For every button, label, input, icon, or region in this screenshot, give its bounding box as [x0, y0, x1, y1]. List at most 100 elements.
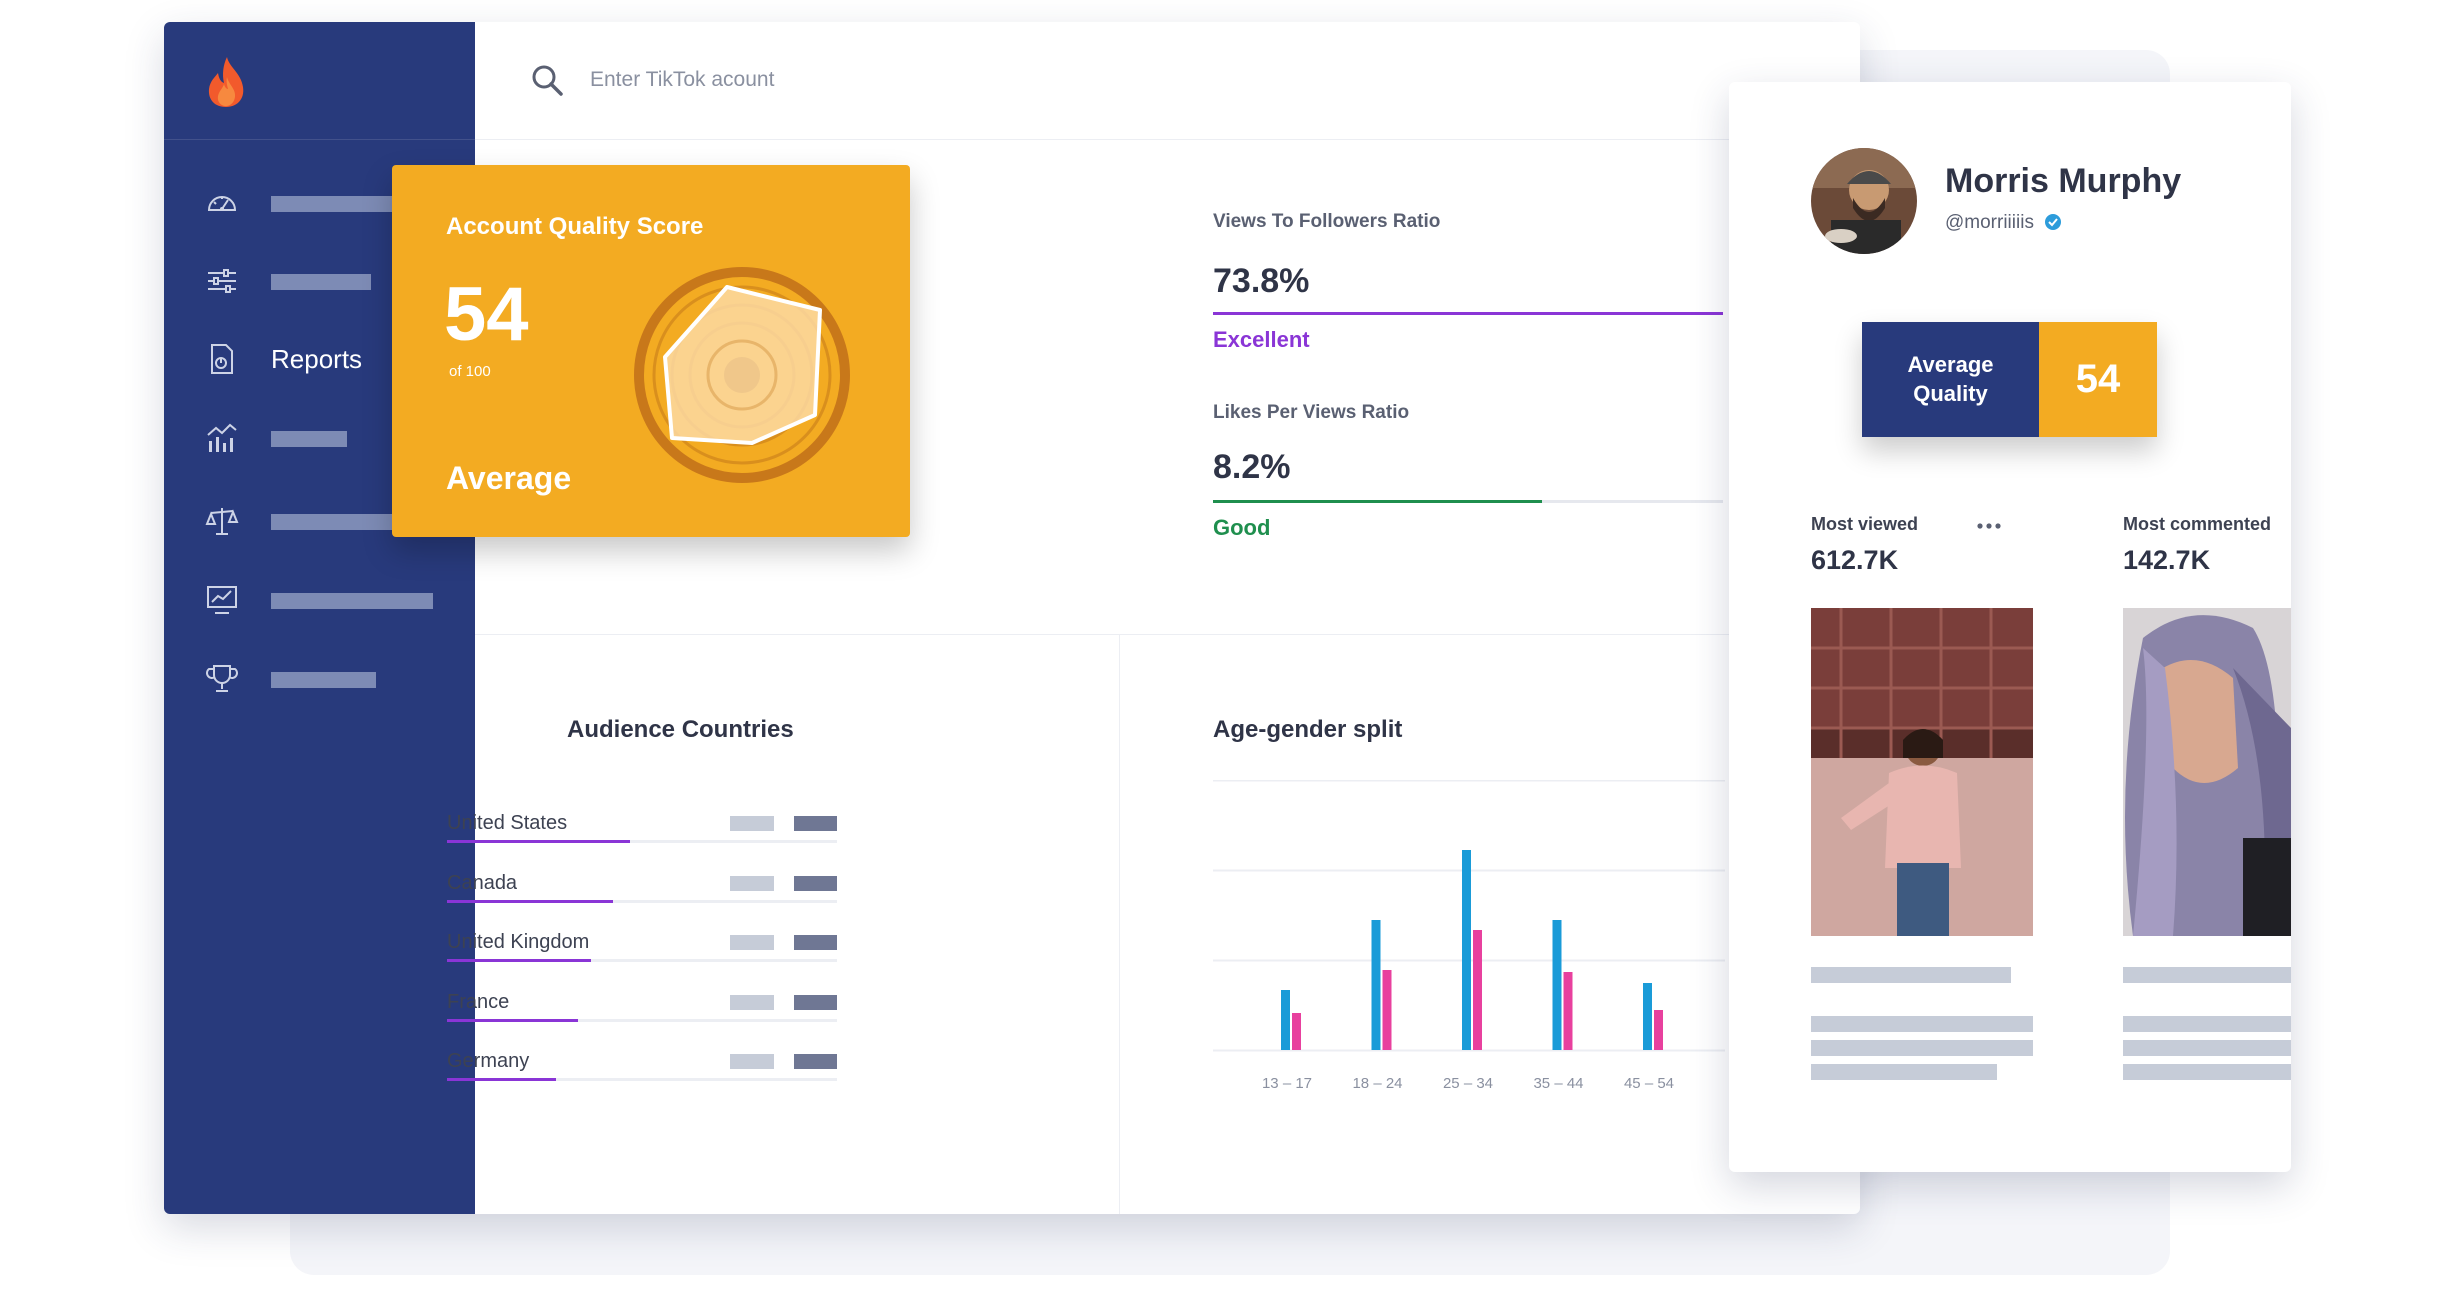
placeholder-bar — [794, 1054, 837, 1069]
bar-series-b — [1563, 972, 1573, 1050]
more-horizontal-icon[interactable] — [1976, 522, 2002, 530]
sidebar-item-analytics[interactable] — [164, 407, 475, 467]
country-fill — [447, 899, 613, 903]
sidebar-item-placeholder — [271, 274, 371, 290]
placeholder-bar — [1811, 1064, 1997, 1080]
account-quality-score-card: Account Quality Score 54 of 100 Average — [392, 165, 910, 537]
x-tick-label: 35 – 44 — [1533, 1075, 1583, 1092]
sidebar-item-reports[interactable]: Reports — [164, 328, 475, 388]
most-viewed-thumbnail[interactable] — [1811, 608, 2033, 936]
section-divider — [1119, 634, 1120, 1214]
bar-series-b — [1292, 1013, 1301, 1050]
placeholder-bar — [2123, 967, 2291, 983]
sidebar-item-placeholder — [271, 431, 347, 447]
metric-rating: Excellent — [1213, 327, 1310, 352]
country-row: United Kingdom — [447, 931, 837, 981]
country-track — [447, 899, 837, 903]
x-tick-label: 45 – 54 — [1624, 1075, 1674, 1092]
metric-value: 73.8% — [1213, 262, 1310, 300]
x-tick-label: 13 – 17 — [1262, 1075, 1312, 1092]
placeholder-bar — [2123, 1040, 2291, 1056]
search-input[interactable]: Enter TikTok acount — [590, 68, 775, 91]
score-title: Account Quality Score — [446, 213, 704, 240]
dashboard-icon — [207, 196, 237, 211]
bar-series-b — [1473, 930, 1482, 1050]
placeholder-bar — [794, 994, 837, 1010]
most-commented-value: 142.7K — [2123, 545, 2211, 575]
score-value: 54 — [444, 272, 529, 357]
country-fill — [447, 1018, 578, 1022]
sidebar-item-filters[interactable] — [164, 250, 475, 310]
sidebar-item-dashboard[interactable] — [164, 172, 475, 232]
country-row: France — [447, 991, 837, 1041]
quality-label-line: Average — [1907, 352, 1994, 377]
bar-series-b — [1382, 970, 1392, 1050]
metric-rating: Good — [1213, 515, 1271, 540]
x-tick-label: 18 – 24 — [1352, 1075, 1402, 1092]
sidebar-item-placeholder — [271, 196, 418, 212]
metric-label: Likes Per Views Ratio — [1213, 402, 1410, 423]
sidebar-item-label: Reports — [271, 344, 363, 374]
country-fill — [447, 840, 631, 843]
placeholder-bar — [1811, 1016, 2033, 1032]
quality-label: Average Quality — [1862, 322, 2039, 437]
average-quality-badge: Average Quality 54 — [1862, 322, 2157, 437]
most-viewed-label: Most viewed — [1811, 514, 1919, 534]
bar-series-a — [1552, 920, 1562, 1050]
profile-name: Morris Murphy — [1945, 162, 2182, 200]
most-commented-thumbnail[interactable] — [2123, 608, 2291, 936]
search-icon[interactable] — [529, 62, 565, 98]
country-name: United States — [447, 812, 568, 834]
report-file-icon — [211, 344, 233, 374]
placeholder-bar — [730, 1054, 774, 1069]
country-row: United States — [447, 812, 837, 862]
country-row: Canada — [447, 872, 837, 922]
bar-series-b — [1654, 1010, 1663, 1050]
score-of: of 100 — [449, 363, 491, 380]
quality-value: 54 — [2039, 322, 2157, 437]
verified-check-icon — [2045, 214, 2061, 230]
sidebar-item-placeholder — [271, 593, 433, 609]
sidebar-item-monitoring[interactable] — [164, 569, 475, 629]
profile-card: Morris Murphy @morriiiiis Average Qualit… — [1729, 82, 2291, 1172]
placeholder-bar — [730, 935, 774, 950]
placeholder-bar — [730, 816, 774, 831]
placeholder-bar — [1811, 1040, 2033, 1056]
search-bar: Enter TikTok acount — [475, 22, 1860, 140]
country-row: Germany — [447, 1050, 837, 1100]
brand — [164, 22, 475, 140]
most-viewed-value: 612.7K — [1811, 545, 1899, 575]
sidebar-item-rankings[interactable] — [164, 648, 475, 708]
bar-series-a — [1462, 850, 1471, 1050]
placeholder-bar — [794, 875, 837, 891]
country-track — [447, 1078, 837, 1081]
country-fill — [447, 959, 592, 962]
metric-value: 8.2% — [1213, 448, 1291, 486]
placeholder-bar — [1811, 967, 2011, 983]
quality-label-line: Quality — [1913, 381, 1988, 406]
profile-handle: @morriiiiis — [1945, 212, 2034, 233]
bar-series-a — [1281, 990, 1290, 1050]
monitor-chart-icon — [207, 586, 237, 614]
x-tick-label: 25 – 34 — [1443, 1075, 1493, 1092]
country-name: United Kingdom — [447, 931, 590, 953]
audience-countries-title: Audience Countries — [567, 716, 794, 743]
country-fill — [447, 1078, 557, 1081]
flame-icon[interactable] — [205, 55, 247, 109]
bar-chart-icon — [207, 423, 237, 452]
score-verdict: Average — [446, 460, 572, 496]
metric-fill — [1213, 500, 1543, 503]
bar-series-a — [1371, 920, 1381, 1050]
age-gender-chart: 13 – 17 18 – 24 25 – 34 35 – 44 45 – 54 — [1213, 780, 1725, 1092]
avatar[interactable] — [1811, 148, 1917, 254]
metric-label: Views To Followers Ratio — [1213, 211, 1441, 232]
sidebar-item-placeholder — [271, 672, 376, 688]
placeholder-bar — [2123, 1016, 2291, 1032]
placeholder-bar — [730, 875, 774, 891]
placeholder-bar — [794, 816, 837, 831]
placeholder-bar — [730, 994, 774, 1010]
metric-fill — [1213, 312, 1723, 315]
sidebar-item-compare[interactable] — [164, 490, 475, 550]
sidebar-item-placeholder — [271, 514, 418, 530]
balance-scale-icon — [205, 508, 239, 535]
